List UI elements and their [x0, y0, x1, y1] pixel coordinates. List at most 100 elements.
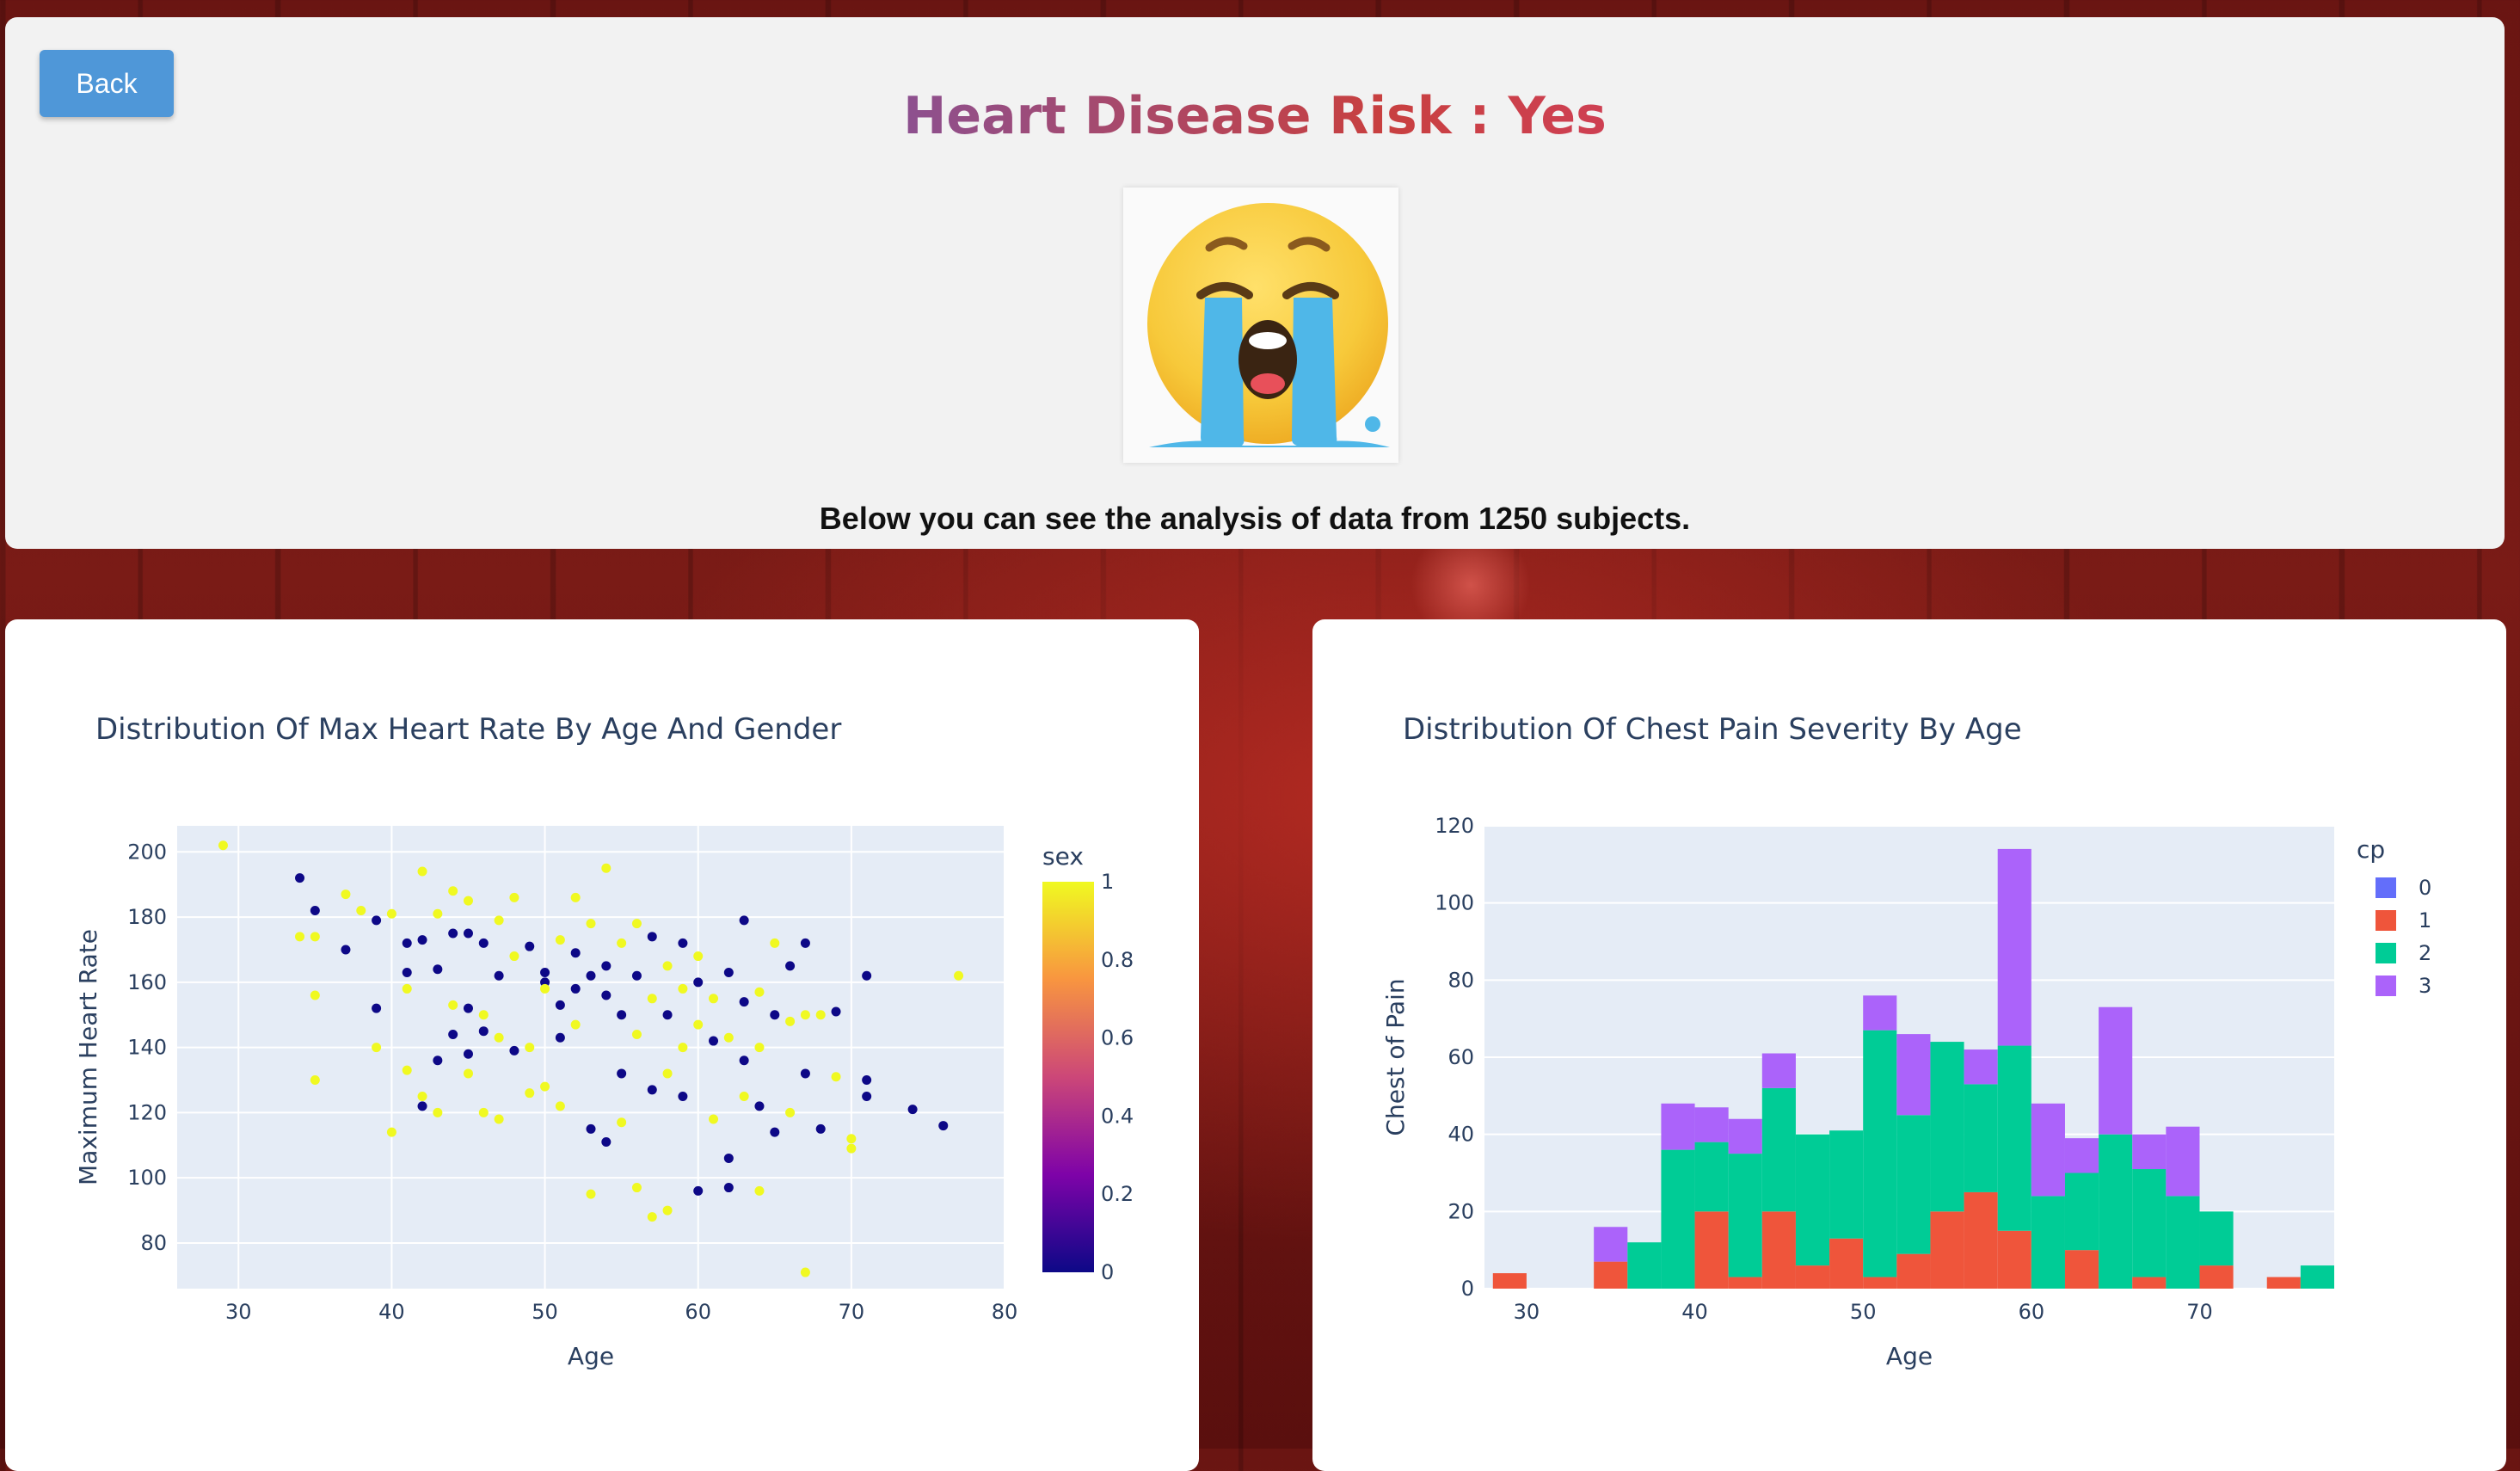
scatter-point	[770, 1127, 780, 1137]
scatter-point	[372, 1003, 382, 1013]
scatter-point	[617, 938, 627, 948]
scatter-point	[540, 983, 550, 994]
subjects-summary: Below you can see the analysis of data f…	[819, 501, 1691, 536]
scatter-point	[754, 1101, 765, 1111]
scatter-point	[525, 1043, 535, 1053]
scatter-point	[310, 906, 320, 916]
scatter-point	[785, 1107, 796, 1117]
histogram-bar	[2132, 1134, 2167, 1170]
scatter-point	[739, 1056, 749, 1066]
x-tick-label: 30	[225, 1300, 252, 1324]
scatter-point	[417, 1101, 427, 1111]
colorbar-title: sex	[1042, 842, 1084, 871]
x-tick-label: 30	[1514, 1300, 1540, 1324]
scatter-point	[570, 983, 581, 994]
histogram-bar	[1896, 1253, 1931, 1289]
histogram-bar	[1930, 1042, 1964, 1212]
plot-area	[177, 826, 1005, 1289]
scatter-point	[433, 1056, 443, 1066]
scatter-point	[723, 967, 734, 977]
colorbar-tick-label: 0.6	[1101, 1026, 1134, 1050]
y-tick-label: 80	[140, 1231, 167, 1255]
max-heart-rate-chart-card: Distribution Of Max Heart Rate By Age An…	[5, 619, 1199, 1471]
y-tick-label: 140	[127, 1036, 167, 1060]
legend-title: cp	[2357, 835, 2385, 864]
scatter-point	[295, 932, 305, 942]
histogram-bar	[1728, 1277, 1762, 1289]
scatter-point	[295, 873, 305, 883]
y-tick-label: 120	[127, 1100, 167, 1124]
scatter-point	[555, 1032, 565, 1043]
histogram-bar	[1594, 1261, 1628, 1289]
histogram-bar	[1964, 1084, 1998, 1192]
scatter-point	[846, 1143, 857, 1154]
scatter-point	[723, 1032, 734, 1043]
scatter-point	[693, 977, 704, 988]
scatter-point	[448, 886, 458, 896]
scatter-point	[509, 1045, 519, 1056]
scatter-point	[678, 1091, 688, 1101]
scatter-point	[739, 1091, 749, 1101]
x-tick-label: 60	[2019, 1300, 2045, 1324]
scatter-point	[693, 1185, 704, 1196]
histogram-bar	[2266, 1277, 2301, 1289]
scatter-point	[862, 1091, 872, 1101]
scatter-point	[509, 892, 519, 902]
scatter-point	[448, 1029, 458, 1039]
scatter-point	[631, 919, 642, 929]
x-tick-label: 80	[992, 1300, 1018, 1324]
scatter-point	[310, 932, 320, 942]
scatter-point	[631, 1183, 642, 1193]
histogram-bar	[1829, 1130, 1864, 1239]
histogram-bar	[1761, 1211, 1796, 1289]
scatter-point	[662, 1068, 673, 1079]
histogram-bar	[2064, 1250, 2099, 1289]
scatter-point	[570, 948, 581, 958]
histogram-bar	[1728, 1118, 1762, 1154]
scatter-point	[463, 1068, 473, 1079]
scatter-point	[954, 970, 964, 981]
scatter-point	[709, 1036, 719, 1046]
scatter-point	[372, 915, 382, 926]
scatter-point	[678, 983, 688, 994]
scatter-point	[478, 1010, 489, 1020]
scatter-point	[617, 1068, 627, 1079]
histogram-bar	[1964, 1191, 1998, 1289]
scatter-point	[478, 938, 489, 948]
y-axis-title: Chest of Pain	[1381, 978, 1410, 1136]
scatter-point	[509, 951, 519, 962]
scatter-point	[570, 1019, 581, 1030]
scatter-point	[862, 1075, 872, 1086]
colorbar-tick-label: 1	[1101, 870, 1114, 894]
scatter-point	[601, 863, 612, 873]
histogram-bar	[1896, 1115, 1931, 1254]
scatter-point	[525, 1088, 535, 1099]
scatter-point	[693, 951, 704, 962]
scatter-point	[433, 1107, 443, 1117]
colorbar	[1042, 882, 1094, 1272]
chest-pain-histogram-chart: Distribution Of Chest Pain Severity By A…	[1381, 712, 2431, 1370]
histogram-bar	[1829, 1238, 1864, 1289]
scatter-point	[586, 970, 596, 981]
histogram-bar	[1964, 1049, 1998, 1085]
scatter-point	[907, 1105, 918, 1115]
histogram-bar	[2099, 1134, 2133, 1289]
histogram-bar	[2064, 1138, 2099, 1173]
histogram-bar	[2064, 1172, 2099, 1251]
scatter-point	[494, 1032, 504, 1043]
scatter-point	[463, 896, 473, 906]
scatter-point	[463, 1049, 473, 1059]
scatter-point	[647, 1085, 657, 1095]
scatter-point	[586, 919, 596, 929]
scatter-point	[617, 1010, 627, 1020]
back-button[interactable]: Back	[40, 50, 174, 117]
scatter-point	[601, 1137, 612, 1148]
histogram-bar	[1997, 1230, 2031, 1289]
scatter-point	[739, 915, 749, 926]
y-tick-label: 60	[1447, 1045, 1474, 1069]
histogram-bar	[2199, 1211, 2234, 1266]
scatter-point	[831, 1006, 841, 1017]
scatter-point	[372, 1043, 382, 1053]
scatter-point	[494, 970, 504, 981]
scatter-point	[555, 935, 565, 945]
